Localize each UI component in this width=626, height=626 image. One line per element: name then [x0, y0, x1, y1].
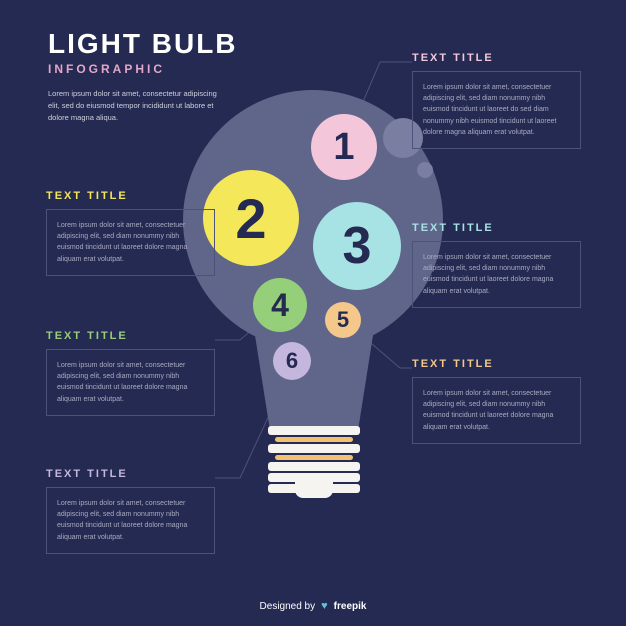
footer-brand: freepik: [334, 601, 367, 612]
section-1: TEXT TITLE Lorem ipsum dolor sit amet, co…: [412, 52, 581, 149]
section-2: TEXT TITLE Lorem ipsum dolor sit amet, co…: [46, 190, 215, 276]
section-body: Lorem ipsum dolor sit amet, consectetuer…: [46, 209, 215, 276]
section-6: TEXT TITLE Lorem ipsum dolor sit amet, co…: [46, 468, 215, 554]
section-title: TEXT TITLE: [412, 358, 581, 370]
section-body: Lorem ipsum dolor sit amet, consectetuer…: [412, 377, 581, 444]
section-title: TEXT TITLE: [46, 190, 215, 202]
section-body: Lorem ipsum dolor sit amet, consectetuer…: [46, 349, 215, 416]
section-title: TEXT TITLE: [46, 468, 215, 480]
section-body: Lorem ipsum dolor sit amet, consectetuer…: [412, 241, 581, 308]
heart-icon: ♥: [321, 600, 328, 612]
section-3: TEXT TITLE Lorem ipsum dolor sit amet, co…: [412, 222, 581, 308]
section-5: TEXT TITLE Lorem ipsum dolor sit amet, co…: [412, 358, 581, 444]
section-title: TEXT TITLE: [412, 52, 581, 64]
section-body: Lorem ipsum dolor sit amet, consectetuer…: [46, 487, 215, 554]
footer-prefix: Designed by: [260, 601, 316, 612]
section-title: TEXT TITLE: [46, 330, 215, 342]
section-title: TEXT TITLE: [412, 222, 581, 234]
section-4: TEXT TITLE Lorem ipsum dolor sit amet, co…: [46, 330, 215, 416]
footer: Designed by ♥ freepik: [0, 600, 626, 612]
section-body: Lorem ipsum dolor sit amet, consectetuer…: [412, 71, 581, 149]
